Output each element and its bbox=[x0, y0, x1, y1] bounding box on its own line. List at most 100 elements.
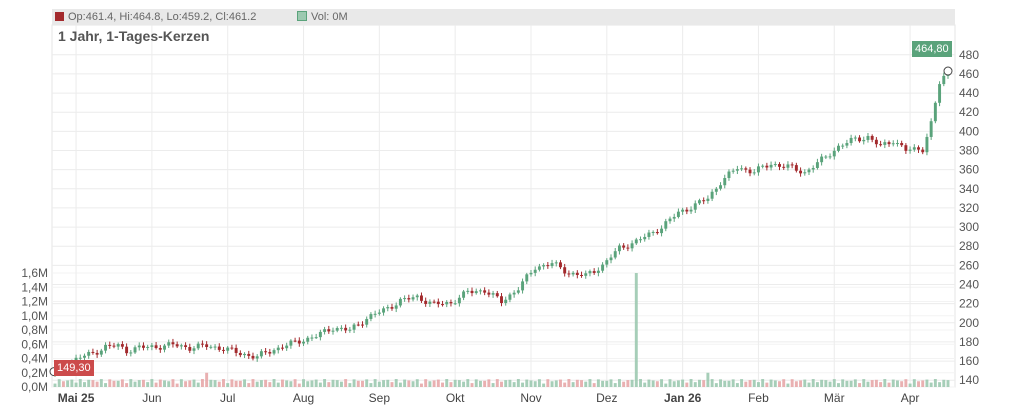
candle-body bbox=[500, 296, 503, 304]
volume-bar bbox=[841, 379, 845, 387]
volume-bar bbox=[689, 379, 693, 387]
volume-bar bbox=[487, 379, 491, 387]
price-axis: 140 160 180 200 220 240 260 280 300 320 340 360 380 4… bbox=[959, 48, 979, 387]
volume-bar bbox=[756, 382, 760, 387]
volume-bar bbox=[335, 380, 339, 387]
price-tick-label: 160 bbox=[959, 354, 979, 368]
volume-bar bbox=[280, 379, 284, 387]
candle-body bbox=[255, 356, 259, 359]
volume-bar bbox=[685, 382, 689, 387]
candle-body bbox=[866, 135, 870, 140]
volume-legend: Vol: 0M bbox=[297, 9, 348, 25]
candle-body bbox=[386, 307, 390, 309]
volume-bar bbox=[125, 383, 129, 387]
candle-body bbox=[643, 236, 647, 240]
volume-bar bbox=[386, 379, 390, 387]
price-tick-label: 260 bbox=[959, 258, 979, 272]
candle-body bbox=[799, 170, 803, 174]
volume-tick-label: 1,6M bbox=[21, 266, 48, 280]
volume-bar bbox=[567, 379, 571, 387]
candle-body bbox=[200, 343, 204, 345]
volume-bar bbox=[613, 383, 617, 387]
candle-body bbox=[474, 291, 478, 294]
volume-bar bbox=[243, 379, 247, 387]
candle-body bbox=[765, 165, 769, 168]
candle-body bbox=[516, 290, 520, 293]
candle-body bbox=[339, 327, 343, 329]
candle-body bbox=[424, 300, 428, 304]
candle-body bbox=[807, 169, 811, 173]
candle-body bbox=[601, 264, 605, 271]
candle-body bbox=[630, 243, 634, 249]
candle-body bbox=[731, 170, 735, 172]
volume-bar bbox=[70, 379, 74, 387]
volume-bar bbox=[141, 379, 145, 387]
candle-body bbox=[803, 172, 807, 174]
volume-bar bbox=[921, 380, 925, 387]
volume-bar bbox=[213, 380, 217, 387]
volume-swatch-icon bbox=[297, 11, 307, 21]
candle-body bbox=[706, 198, 710, 201]
price-tick-label: 300 bbox=[959, 220, 979, 234]
volume-bar bbox=[917, 381, 920, 387]
volume-bar bbox=[390, 382, 394, 387]
volume-bar bbox=[879, 382, 883, 387]
candle-body bbox=[542, 265, 546, 267]
volume-bar bbox=[424, 379, 428, 387]
volume-bar bbox=[799, 380, 803, 387]
candle-body bbox=[820, 156, 824, 163]
candle-body bbox=[419, 295, 423, 301]
volume-tick-label: 1,2M bbox=[21, 295, 48, 309]
candle-body bbox=[297, 340, 301, 344]
time-tick-label: Jan 26 bbox=[664, 391, 702, 405]
volume-bar bbox=[226, 383, 230, 387]
volume-bar bbox=[630, 379, 634, 387]
candle-body bbox=[862, 139, 866, 142]
candle-body bbox=[685, 209, 689, 212]
candle-body bbox=[845, 143, 849, 146]
volume-bar bbox=[251, 379, 255, 387]
volume-bar bbox=[428, 381, 432, 387]
time-tick-label: Aug bbox=[293, 391, 314, 405]
price-tick-label: 180 bbox=[959, 335, 979, 349]
volume-tick-label: 0,0M bbox=[21, 380, 48, 394]
candle-body bbox=[533, 269, 537, 273]
volume-bar bbox=[264, 379, 268, 387]
volume-bar bbox=[643, 382, 647, 387]
grid bbox=[52, 25, 955, 388]
volume-bar bbox=[146, 382, 150, 387]
volume-bar bbox=[462, 381, 466, 387]
min-price-tag: 149,30 bbox=[54, 360, 94, 376]
volume-bar bbox=[853, 379, 857, 387]
volume-bar bbox=[512, 382, 516, 387]
volume-tick-label: 0,4M bbox=[21, 352, 48, 366]
volume-bar bbox=[904, 379, 908, 387]
candle-body bbox=[714, 188, 718, 192]
candle-body bbox=[179, 345, 183, 347]
volume-bar bbox=[272, 379, 276, 387]
candle-body bbox=[352, 324, 356, 330]
volume-bars bbox=[53, 273, 950, 387]
candle-body bbox=[146, 346, 150, 348]
last-marker bbox=[943, 66, 953, 76]
volume-bar bbox=[53, 383, 57, 387]
volume-bar bbox=[605, 380, 609, 387]
volume-bar bbox=[205, 372, 209, 387]
candle-body bbox=[457, 297, 461, 304]
candle-body bbox=[441, 304, 444, 306]
volume-bar bbox=[895, 380, 899, 387]
volume-bar bbox=[933, 379, 937, 387]
candle-body bbox=[904, 145, 908, 151]
volume-bar bbox=[318, 382, 322, 387]
candle-body bbox=[171, 342, 175, 345]
volume-bar bbox=[407, 380, 411, 387]
candle-body bbox=[196, 343, 200, 349]
volume-bar bbox=[285, 380, 289, 387]
volume-bar bbox=[361, 380, 364, 387]
volume-bar bbox=[356, 380, 360, 387]
volume-tick-label: 0,6M bbox=[21, 337, 48, 351]
candle-body bbox=[158, 348, 162, 350]
volume-bar bbox=[411, 381, 415, 387]
candle-body bbox=[756, 166, 760, 173]
candle-body bbox=[689, 209, 693, 212]
